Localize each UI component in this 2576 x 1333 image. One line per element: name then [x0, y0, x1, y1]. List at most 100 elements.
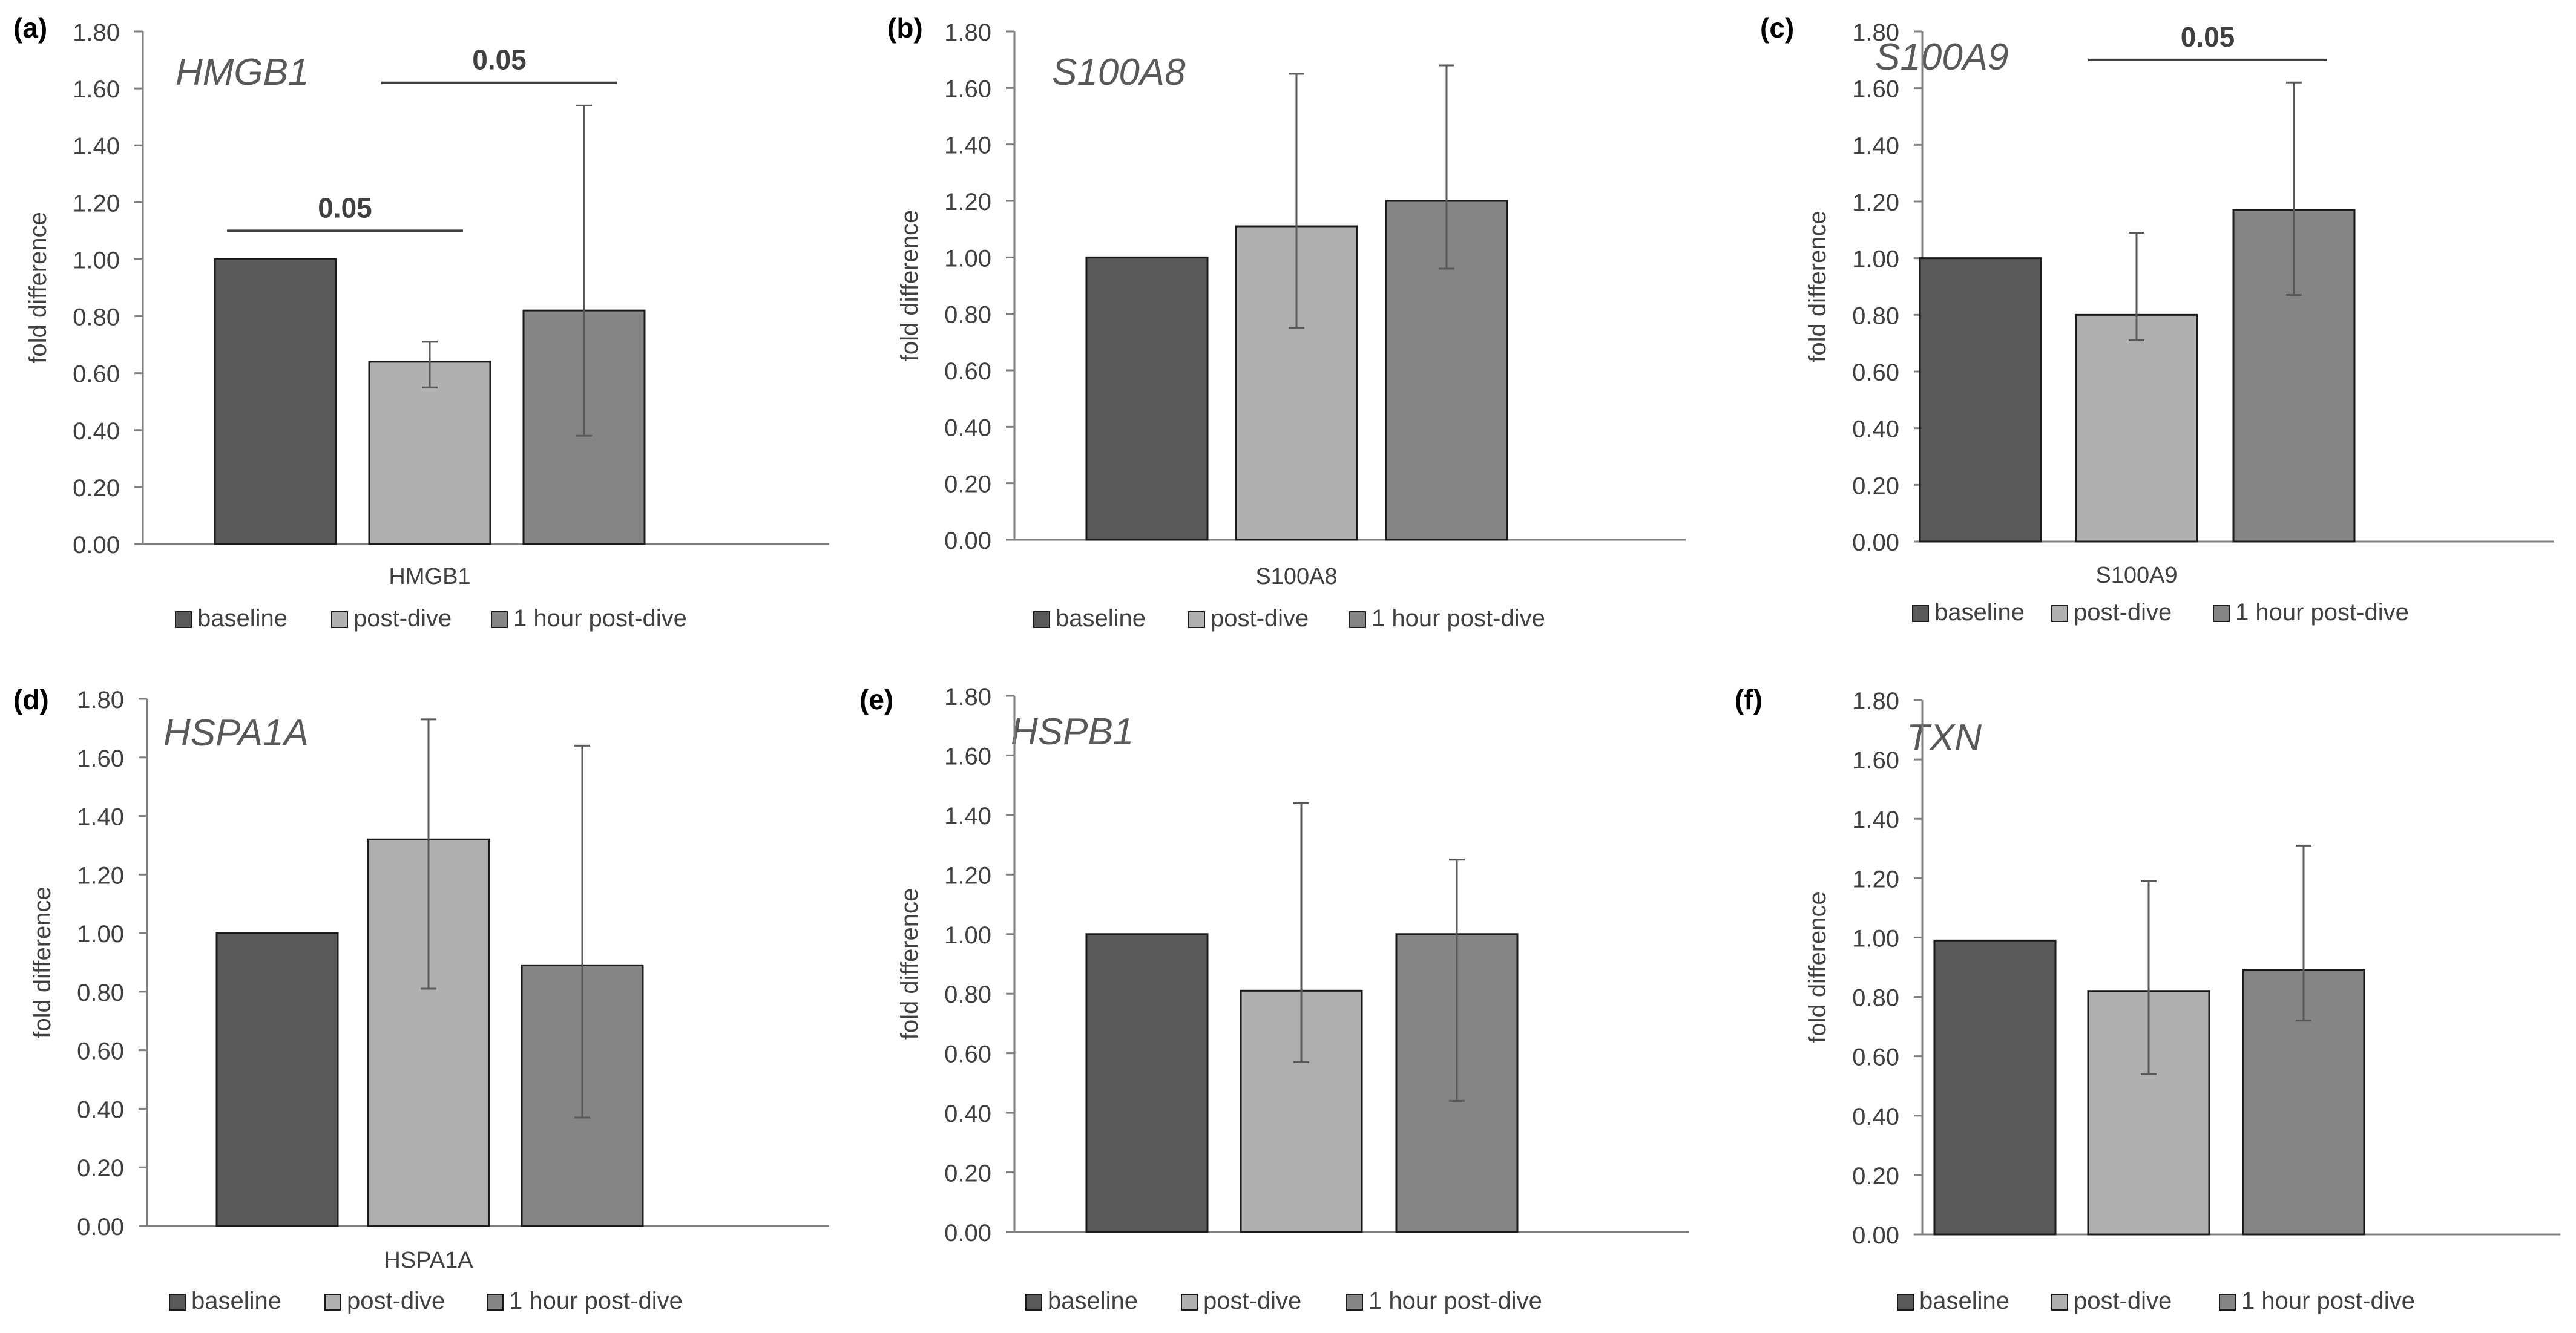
y-tick-label: 0.00 [73, 532, 120, 558]
x-category-label: HSPA1A [384, 1248, 473, 1273]
y-axis-label: fold difference [896, 210, 923, 362]
panel-2: (b) S100A8 0.00 0.20 0.40 0.60 0.80 1.00 1.20 1.4… [887, 12, 1686, 632]
bar-baseline [1933, 939, 2057, 1236]
y-tick-label: 1.80 [73, 19, 120, 46]
legend-swatch-post-dive [1181, 1294, 1198, 1311]
x-category-label: HMGB1 [389, 564, 470, 589]
y-tick-label: 1.60 [73, 76, 120, 103]
y-tick-label: 0.20 [1852, 1163, 1899, 1190]
y-tick-label: 0.20 [944, 1161, 991, 1187]
chart-title: HSPB1 [1011, 711, 1134, 753]
y-tick-label: 1.40 [944, 803, 991, 830]
y-tick-label: 0.60 [944, 358, 991, 385]
legend-swatch-post-dive [2051, 1294, 2068, 1311]
legend-swatch-post-dive [324, 1294, 341, 1311]
y-tick-label: 1.40 [77, 804, 124, 831]
bar-baseline [214, 258, 337, 545]
y-axis-label: fold difference [1804, 211, 1831, 362]
y-axis-label: fold difference [29, 886, 56, 1038]
y-tick-label: 0.60 [944, 1041, 991, 1068]
y-tick-label: 0.60 [73, 361, 120, 388]
legend-swatch-1-hour-post-dive [2213, 605, 2230, 622]
panel-label: (c) [1760, 12, 1794, 44]
legend-label-1-hour-post-dive: 1 hour post-dive [1372, 605, 1545, 632]
chart-title: S100A9 [1875, 36, 2009, 78]
legend-swatch-baseline [1025, 1294, 1042, 1311]
legend-swatch-1-hour-post-dive [1349, 611, 1366, 628]
bar-baseline [1085, 256, 1209, 541]
legend-label-1-hour-post-dive: 1 hour post-dive [2241, 1288, 2415, 1314]
y-axis-label: fold difference [1804, 891, 1831, 1043]
x-category-label: S100A8 [1255, 564, 1337, 589]
y-tick-label: 0.40 [944, 414, 991, 441]
y-tick-label: 1.40 [1852, 133, 1899, 159]
y-tick-label: 0.60 [77, 1038, 124, 1065]
y-tick-label: 0.80 [944, 302, 991, 329]
panel-label: (b) [887, 12, 923, 44]
y-tick-label: 1.20 [944, 862, 991, 889]
y-tick-label: 0.00 [77, 1214, 124, 1240]
y-tick-label: 0.40 [73, 418, 120, 445]
legend-swatch-post-dive [1188, 611, 1205, 628]
legend-label-baseline: baseline [191, 1288, 281, 1314]
y-tick-label: 1.00 [944, 922, 991, 949]
panel-6: (f) TXN 0.00 0.20 0.40 0.60 0.80 1.00 1.20 1.40 1.… [1735, 684, 2560, 1314]
y-tick-label: 0.00 [1852, 529, 1899, 556]
legend-label-post-dive: post-dive [2074, 599, 2172, 626]
y-tick-label: 1.20 [944, 189, 991, 215]
panel-4: (d) HSPA1A 0.00 0.20 0.40 0.60 0.80 1.00 1.20 1.4… [13, 684, 829, 1314]
legend-swatch-post-dive [331, 611, 348, 628]
y-tick-label: 1.40 [1852, 807, 1899, 833]
significance-label: 0.05 [2181, 21, 2235, 53]
legend-swatch-1-hour-post-dive [491, 611, 508, 628]
y-tick-label: 1.40 [73, 133, 120, 160]
y-tick-label: 0.00 [944, 528, 991, 554]
legend-label-post-dive: post-dive [1203, 1288, 1301, 1314]
legend-label-baseline: baseline [1919, 1288, 2009, 1314]
legend-label-post-dive: post-dive [1211, 605, 1309, 632]
chart-title: S100A8 [1052, 51, 1186, 93]
panel-5: (e) HSPB1 0.00 0.20 0.40 0.60 0.80 1.00 1.20 1.40… [859, 684, 1689, 1314]
y-tick-label: 1.40 [944, 133, 991, 159]
legend-label-1-hour-post-dive: 1 hour post-dive [2235, 599, 2409, 626]
legend-label-1-hour-post-dive: 1 hour post-dive [509, 1288, 683, 1314]
legend-label-baseline: baseline [1056, 605, 1146, 632]
legend-swatch-1-hour-post-dive [2219, 1294, 2236, 1311]
y-tick-label: 1.80 [1852, 19, 1899, 46]
y-tick-label: 0.80 [73, 304, 120, 331]
legend-swatch-1-hour-post-dive [487, 1294, 504, 1311]
panel-label: (d) [13, 684, 49, 715]
legend-swatch-baseline [1897, 1294, 1914, 1311]
panel-label: (a) [13, 12, 47, 44]
y-tick-label: 1.80 [944, 19, 991, 46]
y-tick-label: 1.20 [1852, 866, 1899, 892]
y-tick-label: 1.80 [944, 684, 991, 710]
y-tick-label: 0.20 [77, 1155, 124, 1182]
y-axis-label: fold difference [896, 888, 923, 1040]
panel-1: (a) HMGB1 0.00 0.20 0.40 0.60 0.80 1.00 1.20 1.40… [13, 12, 829, 632]
y-tick-label: 0.20 [1852, 473, 1899, 499]
y-tick-label: 0.60 [1852, 1044, 1899, 1071]
y-axis-label: fold difference [25, 212, 51, 364]
bar-post-dive [2075, 313, 2198, 543]
y-tick-label: 0.20 [73, 475, 120, 502]
y-tick-label: 1.60 [1852, 747, 1899, 774]
y-tick-label: 1.00 [1852, 925, 1899, 952]
y-tick-label: 1.60 [77, 745, 124, 772]
legend-label-1-hour-post-dive: 1 hour post-dive [513, 605, 687, 632]
y-tick-label: 0.80 [77, 980, 124, 1006]
legend-swatch-baseline [169, 1294, 186, 1311]
legend-label-post-dive: post-dive [347, 1288, 445, 1314]
y-tick-label: 1.60 [944, 743, 991, 770]
bar-baseline [1919, 257, 2042, 543]
bar-baseline [215, 932, 339, 1227]
y-tick-label: 1.00 [1852, 246, 1899, 273]
y-tick-label: 1.20 [73, 190, 120, 217]
y-tick-label: 1.60 [1852, 76, 1899, 103]
y-tick-label: 0.00 [1852, 1222, 1899, 1249]
y-tick-label: 1.00 [77, 921, 124, 948]
legend-swatch-1-hour-post-dive [1346, 1294, 1363, 1311]
y-tick-label: 1.80 [1852, 688, 1899, 715]
panel-label: (f) [1735, 684, 1763, 715]
